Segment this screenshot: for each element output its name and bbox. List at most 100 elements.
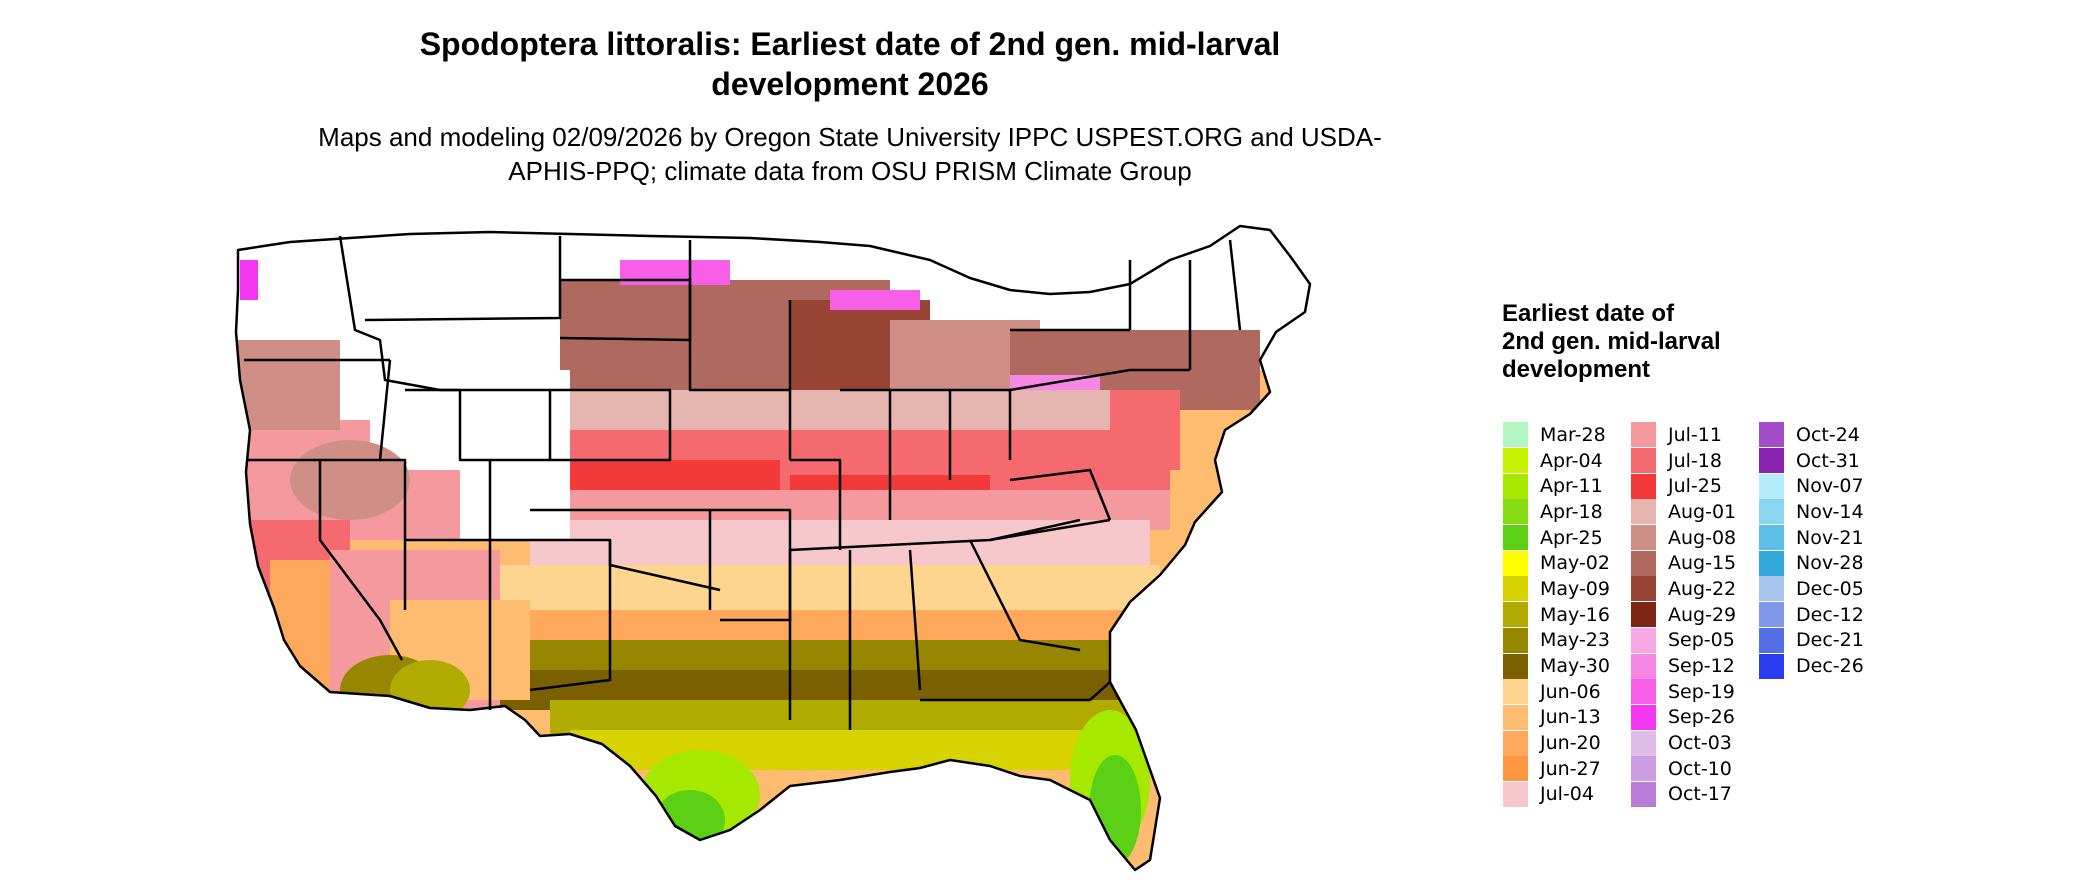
legend-label: Oct-17 [1668, 783, 1732, 806]
legend-swatch [1503, 627, 1528, 653]
legend-item: Aug-01 [1631, 499, 1759, 525]
legend-swatch [1503, 473, 1528, 499]
legend-item: Jun-06 [1503, 679, 1631, 705]
legend-swatch [1503, 525, 1528, 551]
legend-item: Nov-28 [1759, 550, 1887, 576]
legend-label: May-30 [1540, 655, 1610, 678]
legend-label: Aug-29 [1668, 603, 1737, 626]
legend-title: Earliest date of 2nd gen. mid-larval dev… [1502, 300, 1721, 383]
legend-swatch [1759, 448, 1784, 474]
legend-swatch [1759, 602, 1784, 628]
legend-swatch [1631, 756, 1656, 782]
legend-item: May-16 [1503, 602, 1631, 628]
legend-swatch [1759, 499, 1784, 525]
legend-item: Dec-05 [1759, 576, 1887, 602]
legend-swatch [1631, 422, 1656, 448]
legend-item: May-30 [1503, 653, 1631, 679]
legend-swatch [1631, 704, 1656, 730]
legend-swatch [1631, 448, 1656, 474]
legend-swatch [1631, 627, 1656, 653]
legend-label: Nov-14 [1796, 500, 1864, 523]
legend-swatch [1503, 653, 1528, 679]
legend-swatch [1503, 781, 1528, 807]
legend-swatch [1631, 473, 1656, 499]
legend-label: Apr-04 [1540, 449, 1603, 472]
legend-item: Oct-03 [1631, 730, 1759, 756]
legend-swatch [1631, 499, 1656, 525]
legend-label: Jul-18 [1668, 449, 1722, 472]
legend-swatch [1631, 679, 1656, 705]
legend-label: Jun-27 [1540, 757, 1601, 780]
legend-item: May-09 [1503, 576, 1631, 602]
legend-label: Apr-18 [1540, 500, 1603, 523]
legend-label: May-09 [1540, 577, 1610, 600]
legend-swatch [1503, 422, 1528, 448]
legend-item: Jul-04 [1503, 781, 1631, 808]
legend-item: May-02 [1503, 550, 1631, 576]
legend-swatch [1503, 602, 1528, 628]
legend-label: Apr-11 [1540, 475, 1603, 498]
legend-label: Mar-28 [1540, 423, 1606, 446]
legend-swatch [1759, 473, 1784, 499]
legend-swatch [1759, 576, 1784, 602]
legend-item: Jul-18 [1631, 448, 1759, 474]
legend-swatch [1759, 422, 1784, 448]
legend-item: Oct-24 [1759, 422, 1887, 448]
legend-item: Dec-26 [1759, 653, 1887, 679]
legend-item: Apr-04 [1503, 448, 1631, 474]
legend-label: Jul-11 [1668, 423, 1722, 446]
legend-swatch [1503, 756, 1528, 782]
legend-label: Jun-13 [1540, 706, 1601, 729]
legend-label: Apr-25 [1540, 526, 1603, 549]
legend-swatch [1503, 448, 1528, 474]
legend-label: Aug-08 [1668, 526, 1737, 549]
legend-item: Mar-28 [1503, 422, 1631, 448]
legend-swatch [1503, 679, 1528, 705]
legend-item: Jun-13 [1503, 704, 1631, 731]
legend-swatch [1759, 627, 1784, 653]
legend-item: Aug-15 [1631, 550, 1759, 576]
legend-item: Apr-11 [1503, 473, 1631, 499]
legend-label: Jul-04 [1540, 783, 1594, 806]
legend-label: Oct-10 [1668, 757, 1732, 780]
legend-swatch [1503, 704, 1528, 730]
legend-item: Jul-25 [1631, 473, 1759, 499]
legend-item: Jun-20 [1503, 730, 1631, 756]
legend-label: Aug-22 [1668, 577, 1737, 600]
legend-item: Sep-19 [1631, 679, 1759, 705]
legend-swatch [1631, 602, 1656, 628]
legend-item: Nov-07 [1759, 473, 1887, 499]
legend-swatch [1631, 576, 1656, 602]
legend-swatch [1631, 525, 1656, 551]
legend-swatch [1631, 550, 1656, 576]
legend-label: Oct-03 [1668, 732, 1732, 755]
legend: Mar-28 Apr-04 Apr-11 Apr-18 Apr-25 May-02 May-… [1503, 422, 1887, 807]
us-map [230, 220, 1480, 890]
legend-swatch [1759, 653, 1784, 679]
map-title: Spodoptera littoralis: Earliest date of … [419, 26, 1281, 102]
legend-swatch [1631, 653, 1656, 679]
legend-label: Sep-26 [1668, 706, 1735, 729]
legend-label: Aug-15 [1668, 552, 1737, 575]
legend-item: Aug-08 [1631, 525, 1759, 551]
legend-swatch [1503, 550, 1528, 576]
legend-swatch [1503, 499, 1528, 525]
map-subtitle: Maps and modeling 02/09/2026 by Oregon S… [318, 122, 1382, 186]
legend-label: Dec-05 [1796, 577, 1864, 600]
legend-swatch [1631, 781, 1656, 807]
legend-item: Jun-27 [1503, 756, 1631, 782]
legend-item: Dec-21 [1759, 627, 1887, 654]
legend-item: May-23 [1503, 627, 1631, 654]
legend-item: Aug-29 [1631, 602, 1759, 628]
legend-item: Oct-31 [1759, 448, 1887, 474]
legend-label: Jun-06 [1540, 680, 1601, 703]
legend-item: Jul-11 [1631, 422, 1759, 448]
legend-label: Dec-12 [1796, 603, 1864, 626]
legend-label: Sep-05 [1668, 629, 1735, 652]
legend-item: Nov-14 [1759, 499, 1887, 525]
legend-label: Dec-26 [1796, 655, 1864, 678]
legend-label: Sep-12 [1668, 655, 1735, 678]
legend-label: Sep-19 [1668, 680, 1735, 703]
legend-label: Dec-21 [1796, 629, 1864, 652]
legend-label: Nov-28 [1796, 552, 1864, 575]
